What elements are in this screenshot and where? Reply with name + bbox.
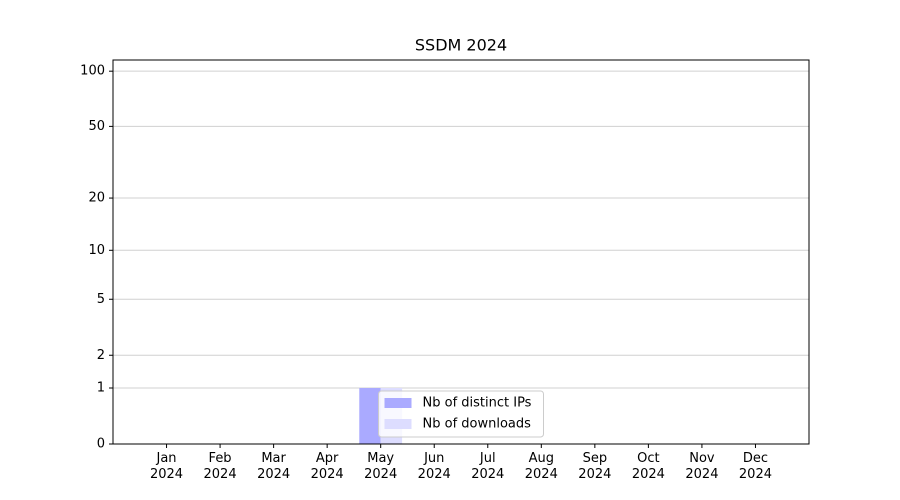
y-tick-label: 5 <box>97 292 105 307</box>
legend-label: Nb of distinct IPs <box>423 396 532 411</box>
x-tick-label-box: Jun 2024 <box>417 451 451 482</box>
x-tick-label-box: Oct 2024 <box>631 451 665 482</box>
x-tick-label-box: Dec 2024 <box>738 451 772 482</box>
x-tick-label: Mar 2024 <box>257 451 291 482</box>
x-tick-label-box: Aug 2024 <box>524 451 558 482</box>
x-tick-label-box: Sep 2024 <box>578 451 612 482</box>
y-tick-label: 20 <box>88 191 105 206</box>
x-tick-label: Jul 2024 <box>471 451 505 482</box>
x-tick-label-box: Nov 2024 <box>685 451 719 482</box>
x-tick-label: Oct 2024 <box>631 451 665 482</box>
y-tick-label: 10 <box>88 243 105 258</box>
y-tick-label: 0 <box>97 437 105 452</box>
x-tick-label-box: Feb 2024 <box>203 451 237 482</box>
x-tick-label: Jan 2024 <box>149 451 184 482</box>
x-tick-label-box: Mar 2024 <box>257 451 291 482</box>
x-tick-label-box: Jul 2024 <box>471 451 505 482</box>
x-tick-label: May 2024 <box>364 451 398 482</box>
bar <box>359 388 381 444</box>
x-tick-label-box: Apr 2024 <box>310 451 344 482</box>
legend-box <box>378 390 544 438</box>
y-tick-label: 100 <box>80 64 105 79</box>
x-tick-label-box: Jan 2024 <box>149 451 184 482</box>
x-tick-label-box: May 2024 <box>364 451 398 482</box>
y-tick-label: 2 <box>97 348 105 363</box>
x-tick-label: Aug 2024 <box>524 451 558 482</box>
x-tick-label: Feb 2024 <box>203 451 237 482</box>
legend-swatch <box>384 419 412 429</box>
x-tick-label: Sep 2024 <box>578 451 612 482</box>
x-tick-label: Dec 2024 <box>738 451 772 482</box>
x-tick-label: Apr 2024 <box>310 451 344 482</box>
legend-label: Nb of downloads <box>423 417 532 432</box>
x-tick-label: Nov 2024 <box>685 451 719 482</box>
y-tick-label: 1 <box>97 381 105 396</box>
plot-frame <box>112 59 810 445</box>
legend-swatch <box>384 398 412 408</box>
chart-title: SSDM 2024 <box>415 36 507 55</box>
x-tick-label: Jun 2024 <box>417 451 451 482</box>
y-tick-label: 50 <box>88 119 105 134</box>
